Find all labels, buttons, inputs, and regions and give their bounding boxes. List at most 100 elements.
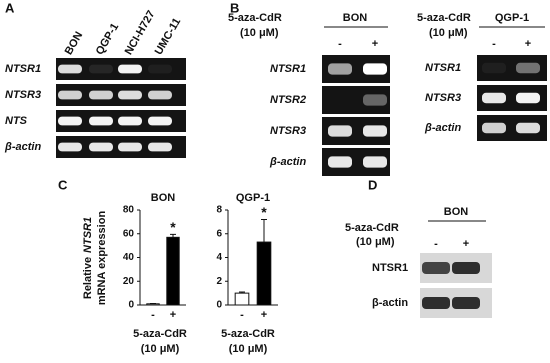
- dose-label: (10 μM): [356, 236, 395, 248]
- band: [363, 156, 387, 168]
- protein-label: NTSR1: [372, 262, 408, 274]
- panel-label: A: [5, 0, 15, 15]
- treatment-label: 5-aza-CdR: [417, 12, 471, 24]
- bar: [234, 292, 250, 306]
- lane-label: -: [492, 38, 496, 50]
- chart-title: BON: [151, 192, 176, 204]
- y-tick-label: 20: [123, 276, 135, 287]
- lane-label: -: [338, 38, 342, 50]
- band: [89, 90, 113, 100]
- band: [363, 63, 387, 75]
- significance-mark: *: [170, 219, 176, 235]
- gene-label: NTSR1: [270, 63, 306, 75]
- panel-label: B: [230, 0, 239, 15]
- y-tick-label: 8: [216, 205, 222, 216]
- gene-label: β-actin: [269, 156, 306, 168]
- treatment-label: 5-aza-CdR: [228, 12, 282, 24]
- gene-label: NTSR1: [5, 63, 41, 75]
- gene-label: β-actin: [4, 141, 41, 153]
- gel: [477, 55, 547, 81]
- y-axis-label: mRNA expression: [96, 211, 108, 306]
- y-label-gene: NTSR1: [82, 217, 94, 253]
- band: [422, 297, 450, 309]
- band: [148, 116, 172, 126]
- treatment-label: 5-aza-CdR: [345, 222, 399, 234]
- band: [452, 262, 480, 274]
- band: [482, 92, 506, 104]
- gel: [322, 86, 390, 114]
- band: [89, 142, 113, 152]
- band: [58, 116, 82, 126]
- band: [482, 122, 506, 134]
- protein-label: β-actin: [372, 297, 408, 309]
- x-tick-label: -: [151, 309, 155, 321]
- x-tick-label: +: [261, 309, 267, 321]
- x-axis-label: 5-aza-CdR: [221, 328, 275, 340]
- band: [328, 156, 352, 168]
- gene-label: NTSR3: [5, 89, 41, 101]
- gene-label: NTS: [5, 115, 28, 127]
- band: [328, 125, 352, 137]
- band: [148, 64, 172, 74]
- gene-label: β-actin: [424, 122, 461, 134]
- band: [118, 116, 142, 126]
- band: [148, 90, 172, 100]
- chart-title: QGP-1: [236, 192, 270, 204]
- band: [148, 142, 172, 152]
- dose-label: (10 μM): [429, 27, 468, 39]
- x-axis-label: 5-aza-CdR: [133, 328, 187, 340]
- band: [118, 90, 142, 100]
- band: [58, 64, 82, 74]
- lane-label: +: [525, 38, 531, 50]
- band: [58, 142, 82, 152]
- lane-label: +: [372, 38, 378, 50]
- bar: [166, 236, 180, 306]
- panel-label: D: [368, 177, 377, 192]
- band: [118, 64, 142, 74]
- band: [58, 90, 82, 100]
- gene-label: NTSR3: [425, 92, 461, 104]
- gene-label: NTSR2: [270, 94, 306, 106]
- band: [89, 116, 113, 126]
- y-axis-label: Relative NTSR1: [82, 217, 94, 299]
- band: [516, 92, 540, 104]
- error-bar: [239, 291, 245, 294]
- significance-mark: *: [261, 204, 267, 220]
- cell-line-label: BON: [343, 12, 368, 24]
- bar: [256, 241, 272, 306]
- gene-label: NTSR1: [425, 62, 461, 74]
- y-label-part: Relative: [82, 257, 94, 299]
- band: [482, 62, 506, 74]
- lane-label: QGP-1: [94, 21, 122, 57]
- x-tick-label: -: [240, 309, 244, 321]
- band: [118, 142, 142, 152]
- bar: [146, 303, 160, 306]
- y-tick-label: 0: [216, 300, 222, 311]
- lane-label: BON: [63, 30, 86, 57]
- lane-label: UMC-11: [153, 16, 184, 57]
- error-bar: [261, 219, 267, 243]
- y-tick-label: 2: [216, 276, 222, 287]
- y-tick-label: 40: [123, 252, 135, 263]
- lane-label: -: [434, 238, 438, 250]
- cell-line-label: BON: [444, 206, 469, 218]
- error-bar: [170, 233, 176, 238]
- cell-line-label: QGP-1: [495, 12, 529, 24]
- x-tick-label: +: [170, 309, 176, 321]
- band: [363, 125, 387, 137]
- band: [328, 63, 352, 75]
- band: [452, 297, 480, 309]
- y-tick-label: 60: [123, 228, 135, 239]
- dose-label: (10 μM): [240, 27, 279, 39]
- y-tick-label: 80: [123, 205, 135, 216]
- band: [89, 64, 113, 74]
- x-axis-label: (10 μM): [141, 343, 180, 355]
- lane-label: +: [463, 238, 469, 250]
- band: [516, 62, 540, 74]
- gene-label: NTSR3: [270, 125, 306, 137]
- band: [422, 262, 450, 274]
- x-axis-label: (10 μM): [229, 343, 268, 355]
- y-tick-label: 0: [128, 300, 134, 311]
- y-tick-label: 4: [216, 252, 222, 263]
